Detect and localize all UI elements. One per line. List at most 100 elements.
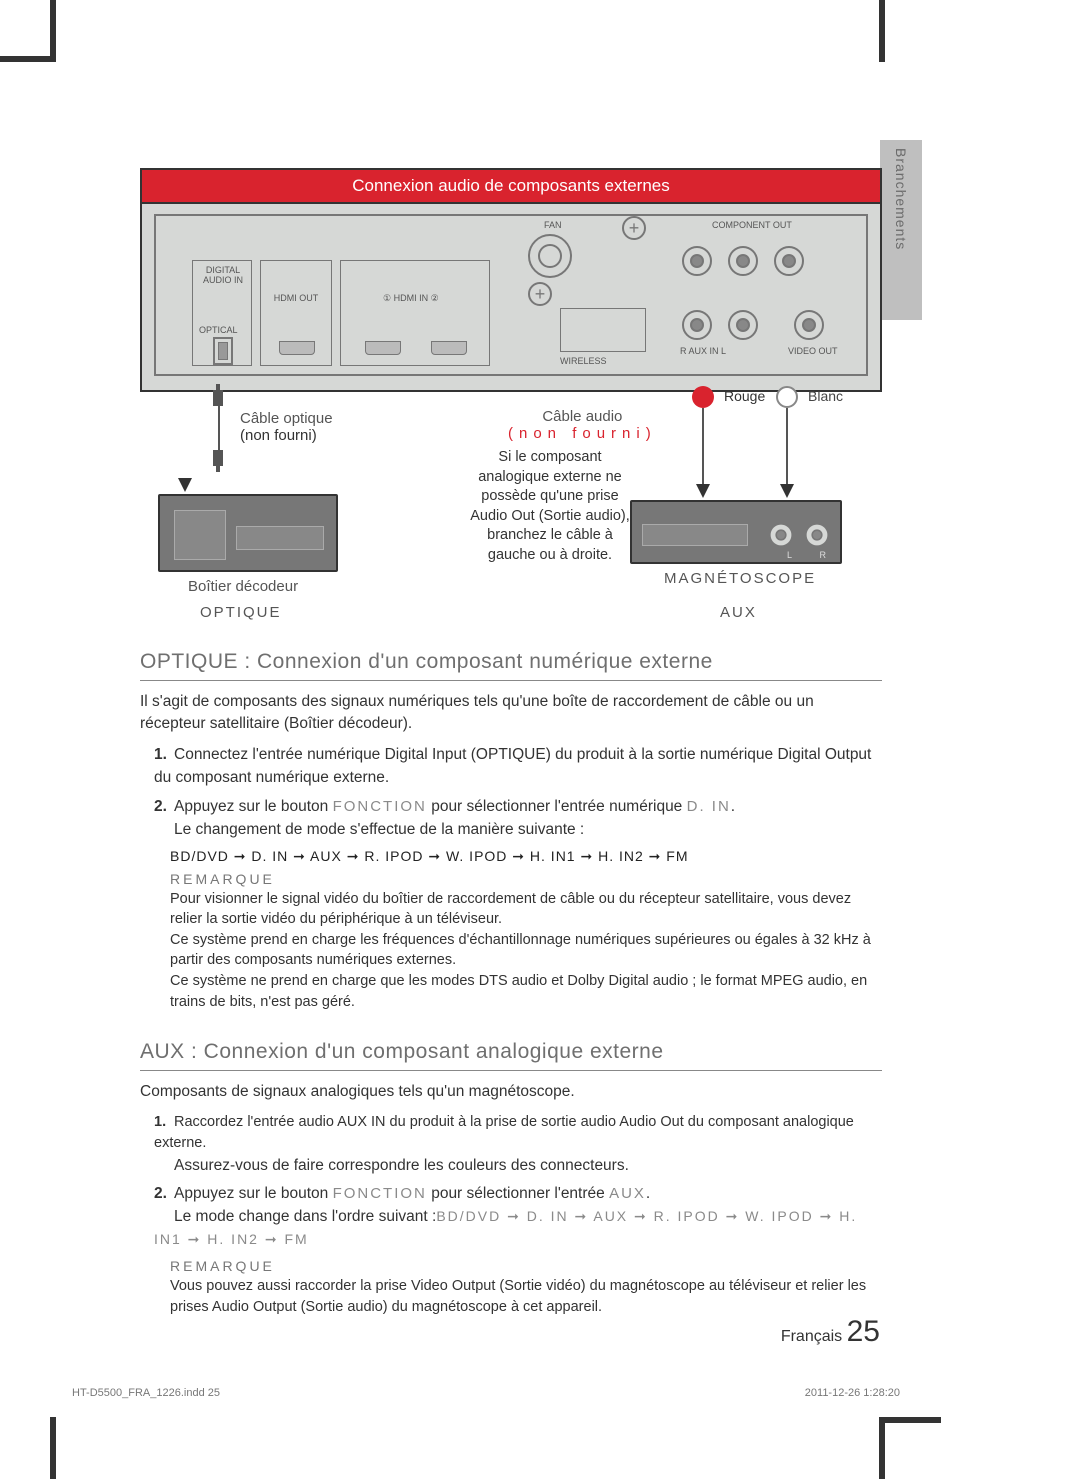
text: . [646, 1185, 650, 1202]
plug-icon [213, 450, 223, 466]
cable-line [786, 408, 788, 492]
white-dot-icon [776, 386, 798, 408]
label: VIDEO OUT [788, 346, 838, 356]
diagram-lower: Câble optique (non fourni) Boîtier décod… [140, 392, 882, 622]
optical-port [213, 337, 233, 365]
text: . [731, 798, 735, 815]
diagram-title: Connexion audio de composants externes [140, 168, 882, 202]
label: COMPONENT OUT [712, 220, 792, 230]
label: R AUX IN L [680, 346, 726, 356]
crop-mark [0, 56, 56, 62]
section-heading-optique: OPTIQUE : Connexion d'un composant numér… [140, 650, 882, 674]
hdmi-port [279, 341, 315, 355]
screw-icon: + [528, 282, 552, 306]
remark-text: Pour visionner le signal vidéo du boîtie… [170, 889, 882, 930]
hdmi-port [365, 341, 401, 355]
label: HDMI OUT [261, 293, 331, 303]
label: OPTICAL [199, 325, 238, 335]
page-num: 25 [847, 1315, 880, 1348]
vcr-box: L R [630, 500, 842, 564]
content: Connexion audio de composants externes D… [140, 168, 882, 1317]
decoder-label: Boîtier décodeur [188, 578, 298, 595]
text: (non fourni) [240, 427, 317, 444]
arrow-down-icon [780, 484, 794, 498]
remark-text: Vous pouvez aussi raccorder la prise Vid… [170, 1276, 882, 1317]
crop-mark [50, 1417, 56, 1479]
fan-icon [528, 234, 572, 278]
crop-mark [879, 0, 885, 62]
crop-mark [879, 1417, 885, 1479]
keyword: FONCTION [333, 1185, 427, 1202]
optical-cable-label: Câble optique (non fourni) [240, 410, 333, 444]
mono-note: Si le composantanalogique externe neposs… [442, 448, 658, 565]
intro-text: Il s'agit de composants des signaux numé… [140, 691, 882, 736]
side-tab-label: Branchements [893, 148, 909, 250]
aux-r-port [682, 310, 712, 340]
aux-video-group: R AUX IN L VIDEO OUT [676, 302, 856, 362]
red-dot-icon [692, 386, 714, 408]
port-y [774, 246, 804, 276]
video-out-port [794, 310, 824, 340]
label: R [820, 550, 827, 560]
crop-mark [885, 1417, 941, 1423]
text: Le mode change dans l'ordre suivant : [174, 1206, 436, 1229]
remark-text: Ce système ne prend en charge que les mo… [170, 971, 882, 1012]
aux-l-port [728, 310, 758, 340]
lang-label: Français [781, 1328, 842, 1345]
port [805, 523, 829, 547]
arrow-down-icon [178, 478, 192, 492]
label: L [787, 550, 792, 560]
screw-icon: + [622, 216, 646, 240]
intro-text: Composants de signaux analogiques tels q… [140, 1081, 882, 1103]
keyword: FONCTION [333, 798, 427, 815]
list-item: 1.Connectez l'entrée numérique Digital I… [154, 744, 882, 790]
footer-left: HT-D5500_FRA_1226.indd 25 [72, 1387, 220, 1399]
list-item: 1.Raccordez l'entrée audio AUX IN du pro… [154, 1112, 882, 1178]
page-number: Français 25 [781, 1315, 880, 1349]
text: Assurez-vous de faire correspondre les c… [174, 1155, 629, 1178]
component-out [676, 232, 816, 288]
text: Connectez l'entrée numérique Digital Inp… [154, 746, 871, 786]
audio-cable-label: Câble audio (non fourni) [508, 408, 657, 442]
ordered-list: 1.Connectez l'entrée numérique Digital I… [154, 744, 882, 842]
box-graphic [174, 510, 226, 560]
text: Câble audio [542, 408, 622, 425]
remark-text: Ce système prend en charge les fréquence… [170, 930, 882, 971]
page: Branchements Connexion audio de composan… [0, 0, 1080, 1479]
text: (non fourni) [508, 425, 657, 442]
label: DIGITALAUDIO IN [197, 265, 249, 285]
text: Appuyez sur le bouton [174, 798, 333, 815]
label: FAN [544, 220, 562, 230]
section-heading-aux: AUX : Connexion d'un composant analogiqu… [140, 1040, 882, 1064]
mode-chain: BD/DVD ➞ D. IN ➞ AUX ➞ R. IPOD ➞ W. IPOD… [170, 848, 882, 865]
chapter-number [880, 80, 922, 138]
keyword: AUX [609, 1185, 646, 1202]
text: pour sélectionner l'entrée [427, 1185, 609, 1202]
box-graphic [642, 524, 748, 546]
list-item: 2.Appuyez sur le bouton FONCTION pour sé… [154, 796, 882, 842]
plug-icon [213, 390, 223, 406]
optique-tag: OPTIQUE [200, 604, 282, 621]
keyword: D. IN [687, 798, 731, 815]
aux-tag: AUX [720, 604, 757, 621]
hdmi-in-group: ① HDMI IN ② [340, 260, 490, 366]
connection-diagram: Connexion audio de composants externes D… [140, 168, 882, 622]
ordered-list: 1.Raccordez l'entrée audio AUX IN du pro… [154, 1112, 882, 1253]
cable-line [702, 408, 704, 492]
crop-mark [50, 0, 56, 62]
side-tab: Branchements [880, 140, 922, 320]
text: Raccordez l'entrée audio AUX IN du produ… [154, 1114, 854, 1151]
digital-audio-group: DIGITALAUDIO IN OPTICAL [192, 260, 252, 366]
footer-right: 2011-12-26 1:28:20 [805, 1387, 900, 1399]
divider [140, 680, 882, 681]
port-pr [682, 246, 712, 276]
text: Câble optique [240, 410, 333, 427]
decoder-box [158, 494, 338, 572]
rouge-label: Rouge [724, 388, 765, 404]
divider [140, 1070, 882, 1071]
text: pour sélectionner l'entrée numérique [427, 798, 687, 815]
hdmi-out-group: HDMI OUT [260, 260, 332, 366]
rear-panel: DIGITALAUDIO IN OPTICAL HDMI OUT ① HDMI … [140, 202, 882, 392]
rear-panel-inner: DIGITALAUDIO IN OPTICAL HDMI OUT ① HDMI … [154, 214, 868, 376]
card-slot [560, 308, 646, 352]
